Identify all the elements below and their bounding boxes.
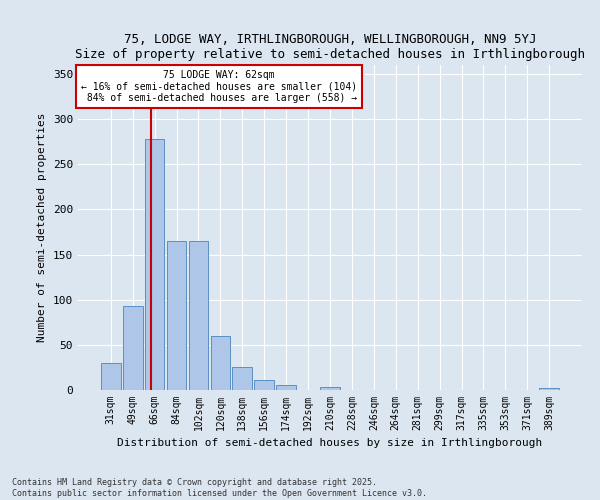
Bar: [276, 386, 296, 390]
Bar: [101, 363, 121, 390]
Text: 75 LODGE WAY: 62sqm
← 16% of semi-detached houses are smaller (104)
 84% of semi: 75 LODGE WAY: 62sqm ← 16% of semi-detach…: [81, 70, 357, 103]
Bar: [254, 380, 274, 390]
Bar: [211, 336, 230, 390]
Bar: [167, 241, 187, 390]
Text: Contains HM Land Registry data © Crown copyright and database right 2025.
Contai: Contains HM Land Registry data © Crown c…: [12, 478, 427, 498]
Bar: [145, 139, 164, 390]
Bar: [232, 368, 252, 390]
Bar: [539, 388, 559, 390]
X-axis label: Distribution of semi-detached houses by size in Irthlingborough: Distribution of semi-detached houses by …: [118, 438, 542, 448]
Y-axis label: Number of semi-detached properties: Number of semi-detached properties: [37, 113, 47, 342]
Bar: [123, 306, 143, 390]
Bar: [188, 241, 208, 390]
Bar: [320, 388, 340, 390]
Title: 75, LODGE WAY, IRTHLINGBOROUGH, WELLINGBOROUGH, NN9 5YJ
Size of property relativ: 75, LODGE WAY, IRTHLINGBOROUGH, WELLINGB…: [75, 33, 585, 61]
